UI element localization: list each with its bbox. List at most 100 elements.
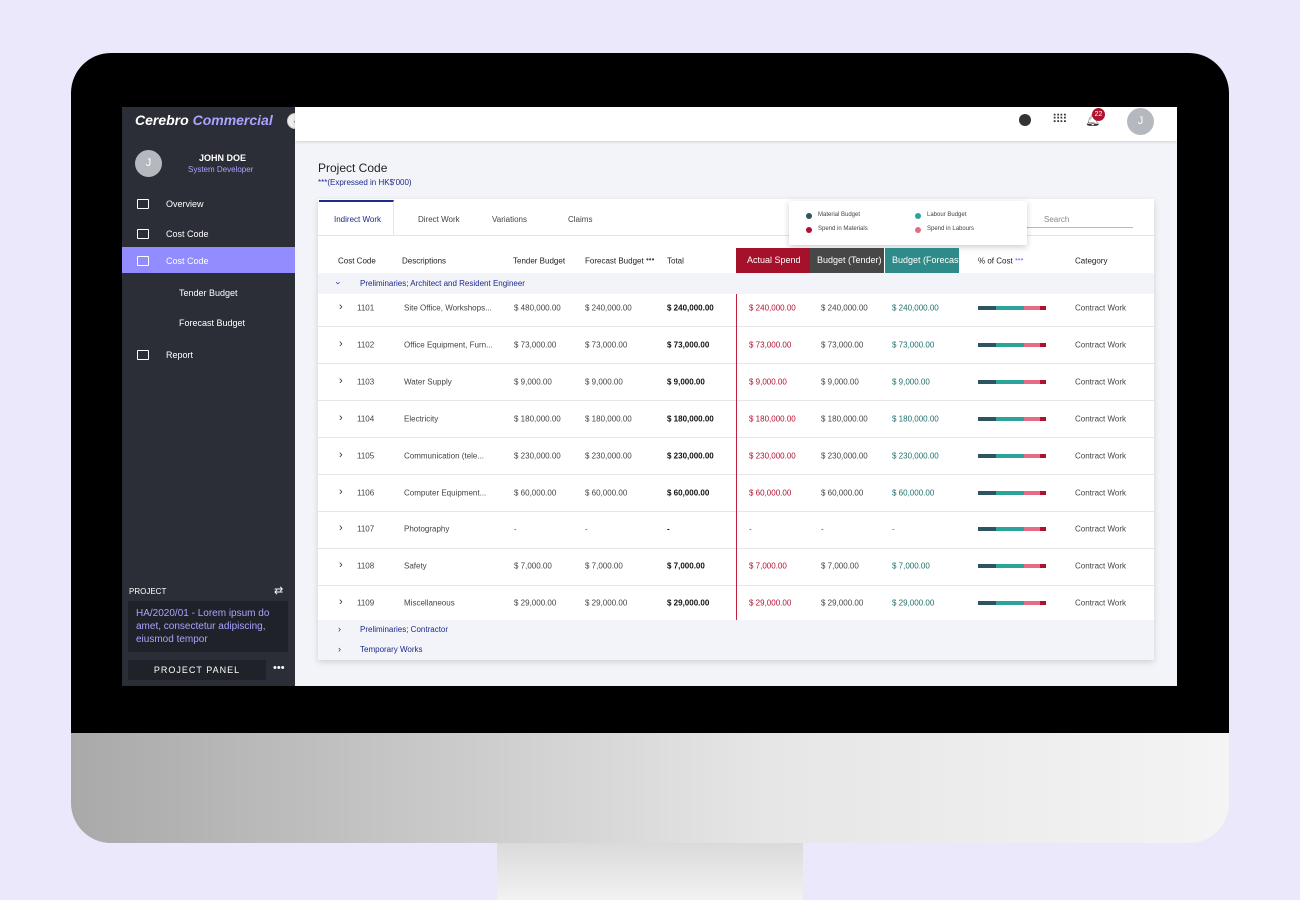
- row-cell: Computer Equipment...: [404, 488, 487, 497]
- cost-bar-segment: [996, 453, 1024, 458]
- row-cell: Contract Work: [1075, 488, 1126, 497]
- tab[interactable]: Direct Work: [418, 215, 460, 224]
- row-cell: $ 180,000.00: [585, 414, 632, 424]
- row-cell: Electricity: [404, 414, 439, 424]
- group-toggle[interactable]: ›: [338, 624, 341, 634]
- tab[interactable]: Claims: [568, 215, 593, 224]
- row-cell: $ 230,000.00: [585, 451, 632, 461]
- row-cell: Contract Work: [1075, 524, 1126, 534]
- row-cell: $ 29,000.00: [821, 598, 864, 608]
- row-cell: $ 180,000.00: [514, 414, 561, 424]
- row-cell: $ 180,000.00: [821, 414, 868, 424]
- row-cell: $ 73,000.00: [749, 340, 792, 350]
- cost-bar-segment: [996, 306, 1024, 310]
- legend-dot: [806, 213, 812, 219]
- group-toggle[interactable]: ›: [338, 644, 341, 654]
- row-toggle[interactable]: ›: [339, 411, 343, 424]
- nav-icon: [137, 256, 149, 266]
- header-menu[interactable]: •••: [1015, 255, 1024, 264]
- top-avatar[interactable]: J: [1127, 108, 1154, 135]
- nav-item[interactable]: Cost Code: [166, 229, 209, 239]
- cost-bar-segment: [1040, 342, 1046, 347]
- nav-item[interactable]: Overview: [166, 199, 204, 209]
- header-cell: Budget (Tender): [810, 248, 884, 273]
- row-cell: Office Equipment, Furn...: [404, 340, 493, 350]
- row-cell: 1102: [357, 340, 375, 350]
- row-cell: $ 230,000.00: [892, 451, 939, 461]
- row-cell: Miscellaneous: [404, 598, 455, 608]
- cost-bar-segment: [1024, 564, 1040, 569]
- row-toggle[interactable]: ›: [339, 374, 343, 387]
- row-cell: Contract Work: [1075, 561, 1126, 571]
- row-cell: 1107: [357, 524, 375, 534]
- switch-project[interactable]: ⇄: [274, 585, 284, 597]
- nav-item[interactable]: Report: [166, 350, 194, 360]
- row-cell: $ 7,000.00: [821, 561, 859, 571]
- row-cell: $ 180,000.00: [892, 414, 939, 424]
- cost-bar-segment: [1024, 527, 1040, 532]
- row-toggle[interactable]: ›: [339, 485, 343, 498]
- row-cell: $ 230,000.00: [821, 451, 868, 461]
- row-cell: 1108: [357, 561, 375, 571]
- search-input[interactable]: Search: [1044, 215, 1070, 224]
- user-avatar: J: [135, 150, 162, 177]
- row-cell: 1109: [357, 598, 375, 608]
- legend-popup: [789, 201, 1027, 245]
- row-cell: $ 9,000.00: [892, 377, 930, 387]
- cost-bar-segment: [978, 379, 996, 384]
- header-cell: Category: [1075, 256, 1108, 266]
- nav-subitem[interactable]: Tender Budget: [179, 288, 238, 298]
- monitor-stand: [497, 840, 803, 900]
- user-name: JOHN DOE: [199, 153, 247, 163]
- row-toggle[interactable]: ›: [339, 301, 343, 313]
- brand-second: Commercial: [192, 112, 273, 128]
- row-cell: $ 73,000.00: [892, 340, 935, 350]
- cost-bar-segment: [1024, 306, 1040, 310]
- legend-dot: [915, 213, 921, 219]
- row-cell: $ 240,000.00: [749, 303, 796, 313]
- cost-bar-segment: [996, 342, 1024, 347]
- row-cell: $ 29,000.00: [892, 598, 935, 608]
- row-cell: Contract Work: [1075, 414, 1126, 424]
- row-cell: $ 240,000.00: [585, 303, 632, 313]
- row-cell: $ 9,000.00: [749, 377, 787, 387]
- apps-icon[interactable]: ⠿⠿: [1052, 112, 1068, 126]
- project-panel-button[interactable]: PROJECT PANEL: [128, 660, 266, 680]
- page-title: Project Code: [318, 161, 388, 175]
- row-cell: -: [892, 524, 895, 534]
- brand: Cerebro Commercial: [135, 112, 273, 128]
- row-toggle[interactable]: ›: [339, 559, 343, 572]
- row-toggle[interactable]: ›: [339, 596, 343, 609]
- topbar: [295, 107, 1177, 141]
- cost-bar-segment: [978, 416, 996, 421]
- nav-item[interactable]: Cost Code: [166, 256, 209, 266]
- row-cell: $ 29,000.00: [585, 598, 628, 608]
- cost-bar-segment: [996, 601, 1024, 606]
- tab[interactable]: Indirect Work: [334, 215, 381, 224]
- row-cell: $ 29,000.00: [514, 598, 557, 608]
- row-cell: $ 7,000.00: [514, 561, 552, 571]
- row-cell: $ 9,000.00: [514, 377, 552, 387]
- cost-bar-segment: [1040, 453, 1046, 458]
- header-cell: Forecast Budget: [585, 256, 644, 266]
- header-cell: Total: [667, 256, 684, 266]
- legend-label: Spend in Labours: [927, 226, 975, 232]
- cost-bar-segment: [978, 527, 996, 532]
- row-cell: 1103: [357, 377, 375, 387]
- group-toggle[interactable]: ›: [333, 281, 344, 285]
- row-cell: Contract Work: [1075, 598, 1126, 608]
- nav-subitem[interactable]: Forecast Budget: [179, 318, 246, 328]
- row-cell: $ 180,000.00: [667, 414, 714, 424]
- row-toggle[interactable]: ›: [339, 448, 343, 461]
- header-menu[interactable]: •••: [646, 255, 655, 264]
- group-label: Preliminaries; Contractor: [360, 625, 449, 634]
- tab[interactable]: Variations: [492, 215, 527, 224]
- row-toggle[interactable]: ›: [339, 337, 343, 350]
- send-icon[interactable]: [1019, 114, 1031, 126]
- nav-active-bg: [122, 247, 295, 273]
- row-toggle[interactable]: ›: [339, 522, 343, 535]
- more-button[interactable]: •••: [273, 662, 285, 674]
- legend-label: Spend in Materials: [818, 226, 868, 232]
- group-row-bg: [318, 273, 1154, 294]
